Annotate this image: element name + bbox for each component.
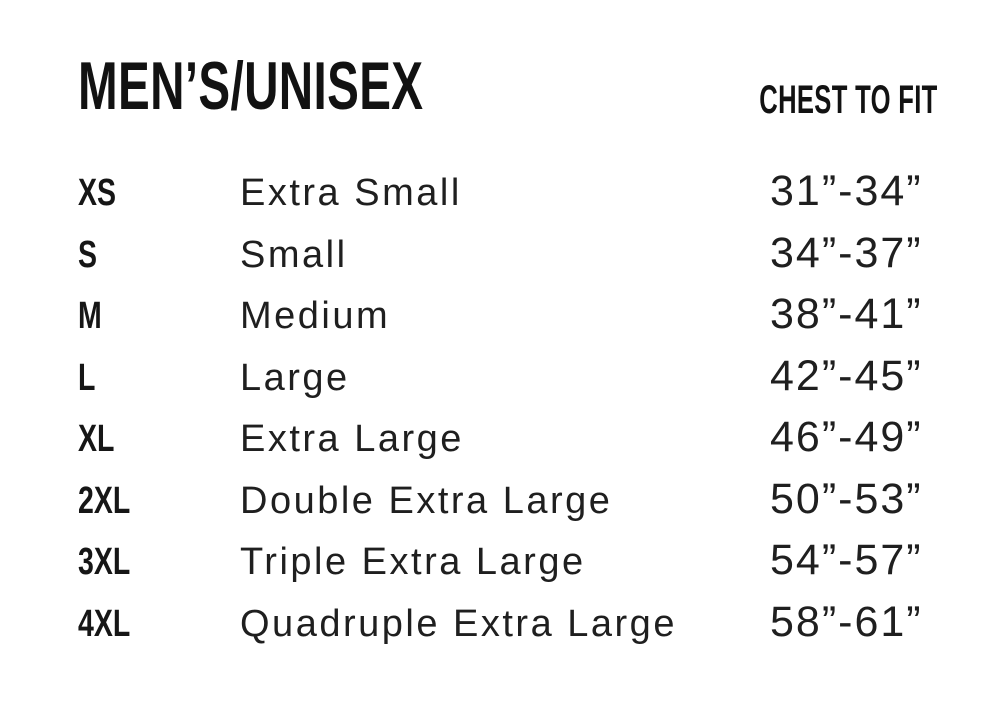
- chest-range-cell: 38”-41”: [770, 290, 923, 338]
- table-row: M Medium 38”-41”: [0, 290, 1000, 352]
- chest-range-cell: 50”-53”: [770, 474, 923, 523]
- size-code-cell: 3XL: [78, 541, 131, 583]
- chest-to-fit-column-header: CHEST TO FIT: [759, 78, 938, 122]
- size-name-cell: Small: [240, 233, 348, 276]
- chest-range-cell: 54”-57”: [770, 536, 923, 584]
- table-row: 2XL Double Extra Large 50”-53”: [0, 475, 1000, 537]
- table-row: S Small 34”-37”: [0, 229, 1000, 291]
- chest-range-cell: 46”-49”: [770, 413, 923, 461]
- size-name-cell: Quadruple Extra Large: [240, 602, 677, 645]
- size-name-cell: Double Extra Large: [240, 479, 613, 522]
- size-code-cell: 2XL: [78, 479, 131, 522]
- table-row: 3XL Triple Extra Large 54”-57”: [0, 536, 1000, 598]
- size-name-cell: Triple Extra Large: [240, 541, 586, 583]
- table-row: L Large 42”-45”: [0, 352, 1000, 414]
- size-table: XS Extra Small 31”-34” S Small 34”-37” M…: [0, 167, 1000, 659]
- chest-range-cell: 31”-34”: [770, 167, 923, 215]
- size-name-cell: Medium: [240, 295, 391, 337]
- size-name-cell: Extra Large: [240, 418, 464, 460]
- size-name-cell: Extra Small: [240, 172, 462, 214]
- size-code-cell: XS: [78, 172, 117, 214]
- table-row: XL Extra Large 46”-49”: [0, 413, 1000, 475]
- table-row: XS Extra Small 31”-34”: [0, 167, 1000, 229]
- chest-range-cell: 58”-61”: [770, 597, 923, 646]
- size-code-cell: M: [78, 295, 102, 337]
- size-code-cell: XL: [78, 418, 115, 460]
- table-row: 4XL Quadruple Extra Large 58”-61”: [0, 598, 1000, 660]
- size-name-cell: Large: [240, 356, 350, 399]
- page-title: MEN’S/UNISEX: [78, 48, 424, 124]
- chest-range-cell: 34”-37”: [770, 228, 923, 277]
- size-code-cell: S: [78, 233, 98, 276]
- chest-range-cell: 42”-45”: [770, 351, 923, 400]
- size-code-cell: L: [78, 356, 96, 399]
- size-code-cell: 4XL: [78, 602, 131, 645]
